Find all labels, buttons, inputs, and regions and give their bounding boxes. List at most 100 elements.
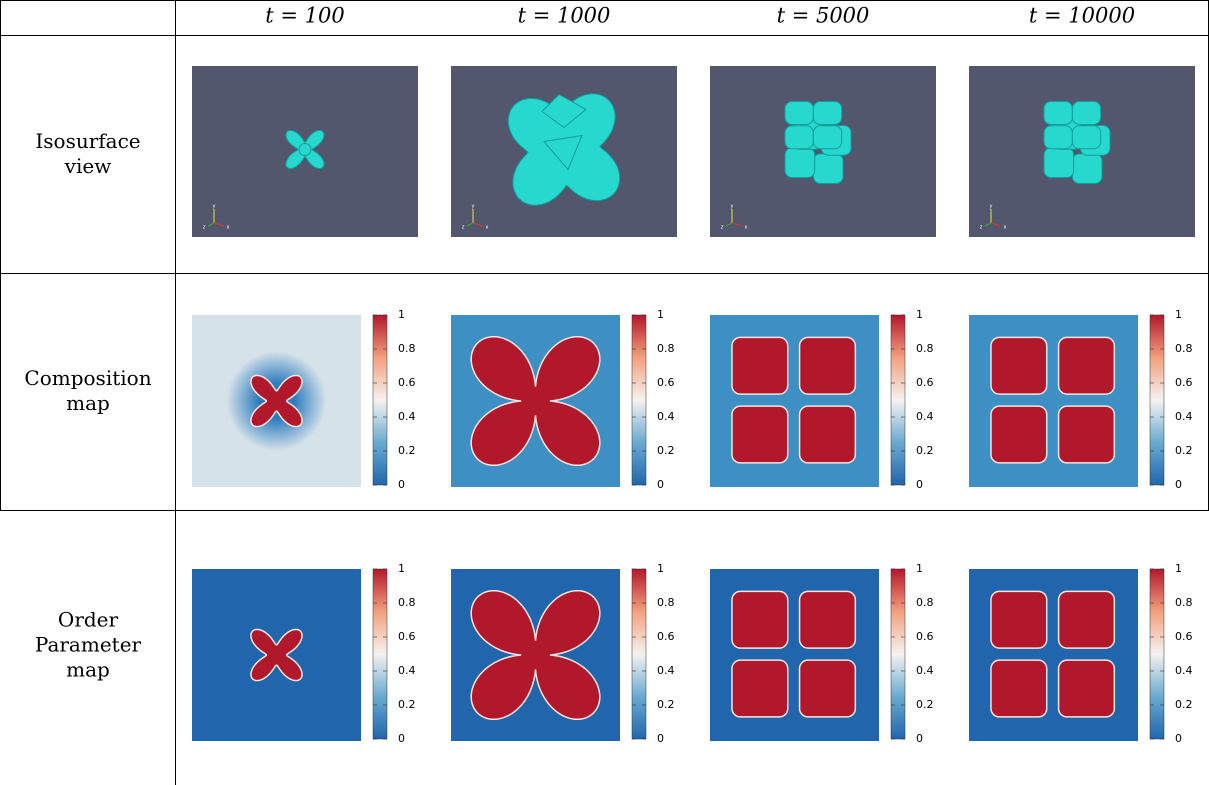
isosurface xyxy=(812,101,843,125)
colorbar xyxy=(890,314,906,486)
colorbar-label: 0.6 xyxy=(916,376,934,389)
colorbar xyxy=(372,568,388,740)
isosurface xyxy=(541,93,587,129)
colorbar-label: 0.2 xyxy=(398,444,416,457)
isosurface xyxy=(784,125,814,150)
composition-map: 1 0.8 0.6 0.4 0.2 0 xyxy=(192,308,416,491)
colorbar-label: 0 xyxy=(1175,732,1182,745)
colorbar-label: 0.6 xyxy=(398,376,416,389)
axis-glyph xyxy=(466,222,474,227)
colorbar-label: 0.6 xyxy=(1175,376,1193,389)
isosurface xyxy=(812,153,844,185)
colorbar-label: 0.8 xyxy=(916,342,934,355)
precipitate xyxy=(470,335,601,467)
colorbar-label: 0.4 xyxy=(657,410,675,423)
isosurface-view: y z x xyxy=(192,66,418,237)
colorbar-label: 1 xyxy=(1175,308,1182,321)
colorbar-label: 0.2 xyxy=(657,698,675,711)
precipitate xyxy=(990,405,1048,464)
colorbar xyxy=(1149,568,1165,740)
precipitate xyxy=(250,374,303,428)
precipitate xyxy=(731,659,789,718)
colorbar xyxy=(631,568,647,740)
isosurface xyxy=(1071,125,1102,150)
precipitate xyxy=(798,590,857,649)
isosurface xyxy=(784,101,814,125)
axis-glyph-label: z xyxy=(721,225,724,231)
column-header: t = 100 xyxy=(265,4,344,28)
axis-glyph-label: y xyxy=(472,204,475,210)
row-label: view xyxy=(64,154,112,178)
precipitate xyxy=(1057,336,1116,395)
colorbar-label: 0.8 xyxy=(916,596,934,609)
colorbar-label: 1 xyxy=(657,562,664,575)
colorbar-label: 1 xyxy=(916,308,923,321)
colorbar-label: 0.8 xyxy=(657,596,675,609)
isosurface xyxy=(812,125,843,150)
colorbar-label: 0 xyxy=(657,732,664,745)
axis-glyph-label: x xyxy=(745,225,748,231)
isosurface xyxy=(1043,125,1073,150)
precipitate xyxy=(1057,590,1116,649)
order-map: 1 0.8 0.6 0.4 0.2 0 xyxy=(192,562,416,745)
axis-glyph xyxy=(213,222,225,227)
isosurface xyxy=(1043,147,1075,179)
colorbar xyxy=(890,568,906,740)
precipitate xyxy=(798,336,857,395)
colorbar-label: 0.8 xyxy=(657,342,675,355)
isosurface xyxy=(298,143,312,156)
precipitate xyxy=(1057,659,1116,718)
isosurface xyxy=(1043,101,1073,125)
colorbar-label: 1 xyxy=(1175,562,1182,575)
row-label: Order xyxy=(58,608,119,632)
axis-glyph xyxy=(725,222,733,227)
axis-glyph-label: x xyxy=(486,225,489,231)
precipitate xyxy=(731,336,789,395)
row-label: map xyxy=(66,391,110,415)
colorbar-label: 0.2 xyxy=(657,444,675,457)
axis-glyph-label: y xyxy=(990,204,993,210)
axis-glyph-label: y xyxy=(213,204,216,210)
precipitate xyxy=(990,659,1048,718)
colorbar-label: 0 xyxy=(657,478,664,491)
composition-map: 1 0.8 0.6 0.4 0.2 0 xyxy=(969,308,1193,491)
precipitate xyxy=(990,336,1048,395)
composition-map: 1 0.8 0.6 0.4 0.2 0 xyxy=(451,308,675,491)
colorbar-label: 0 xyxy=(398,478,405,491)
colorbar-label: 1 xyxy=(657,308,664,321)
row-label: map xyxy=(66,658,110,682)
colorbar-label: 0.4 xyxy=(1175,410,1193,423)
isosurface-view: y z x xyxy=(710,66,936,237)
axis-glyph xyxy=(472,222,484,227)
precipitate xyxy=(990,590,1048,649)
axis-glyph-label: x xyxy=(1004,225,1007,231)
column-header: t = 5000 xyxy=(777,4,870,28)
axis-glyph-label: z xyxy=(462,225,465,231)
colorbar-label: 0 xyxy=(916,732,923,745)
colorbar-label: 0.6 xyxy=(657,376,675,389)
order-map: 1 0.8 0.6 0.4 0.2 0 xyxy=(710,562,934,745)
axis-glyph-label: z xyxy=(203,225,206,231)
isosurface xyxy=(1071,101,1102,125)
colorbar-label: 0.4 xyxy=(1175,664,1193,677)
colorbar-label: 0.4 xyxy=(657,664,675,677)
colorbar-label: 0.2 xyxy=(916,698,934,711)
precipitate xyxy=(731,405,789,464)
colorbar-label: 0.8 xyxy=(398,342,416,355)
colorbar-label: 0.2 xyxy=(1175,698,1193,711)
colorbar-label: 0.2 xyxy=(916,444,934,457)
colorbar-label: 0.6 xyxy=(657,630,675,643)
axis-glyph xyxy=(731,222,743,227)
isosurface xyxy=(784,147,816,179)
axis-glyph xyxy=(990,222,1002,227)
axis-glyph-label: y xyxy=(731,204,734,210)
colorbar xyxy=(631,314,647,486)
precipitate xyxy=(470,589,601,721)
colorbar-label: 1 xyxy=(398,562,405,575)
colorbar-label: 1 xyxy=(398,308,405,321)
colorbar-label: 0.6 xyxy=(1175,630,1193,643)
axis-glyph-label: z xyxy=(980,225,983,231)
colorbar-label: 0.2 xyxy=(1175,444,1193,457)
colorbar-label: 0 xyxy=(1175,478,1182,491)
